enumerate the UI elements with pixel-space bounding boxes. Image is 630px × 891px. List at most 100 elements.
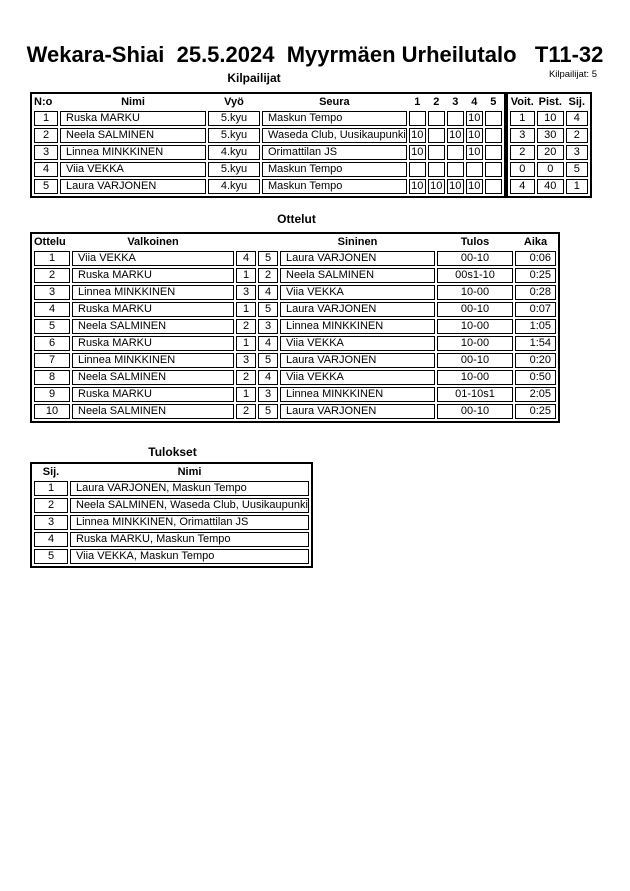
cell-place: 4 [565, 111, 588, 126]
competitors-table: N:o Nimi Vyö Seura 1 2 3 4 5 1 Ruska MAR… [30, 92, 630, 198]
cell-place: 5 [565, 162, 588, 177]
cell-white-name: Linnea MINKKINEN [72, 353, 234, 368]
cell-time: 0:06 [515, 251, 556, 266]
cell-club: Maskun Tempo [262, 162, 407, 177]
cell-blue-no: 2 [258, 268, 278, 283]
cell-white-no: 2 [236, 404, 256, 419]
cell-place: 2 [565, 128, 588, 143]
cell-no: 1 [34, 111, 58, 126]
col-header-wins: Voit. [510, 96, 534, 108]
cell-score-4 [465, 162, 483, 177]
table-row: 5 Viia VEKKA, Maskun Tempo [34, 549, 309, 564]
cell-blue-no: 5 [258, 353, 278, 368]
cell-match-no: 1 [34, 251, 70, 266]
cell-score-5 [484, 128, 502, 143]
cell-points: 0 [536, 162, 564, 177]
cell-score-1 [408, 162, 426, 177]
cell-match-no: 10 [34, 404, 70, 419]
col-header-round-1: 1 [414, 96, 421, 108]
cell-score-3 [446, 111, 464, 126]
col-header-round-3: 3 [452, 96, 459, 108]
page-title: Wekara-Shiai 25.5.2024 Myyrmäen Urheilut… [26, 42, 604, 67]
cell-name: Linnea MINKKINEN, Orimattilan JS [70, 515, 309, 530]
cell-white-no: 1 [236, 336, 256, 351]
col-header-white: Valkoinen [127, 236, 179, 248]
competitors-summary-table: Voit. Pist. Sij. 1 10 4 3 30 2 2 20 3 0 [505, 92, 592, 198]
col-header-white-no [236, 236, 256, 249]
table-row: 2 Neela SALMINEN 5.kyu Waseda Club, Uusi… [34, 128, 502, 143]
cell-match-no: 7 [34, 353, 70, 368]
cell-score-1: 10 [408, 128, 426, 143]
cell-belt: 5.kyu [208, 111, 260, 126]
cell-match-no: 2 [34, 268, 70, 283]
cell-match-no: 8 [34, 370, 70, 385]
cell-club: Maskun Tempo [262, 179, 407, 194]
col-header-name: Nimi [121, 96, 145, 108]
cell-score-4: 10 [465, 111, 483, 126]
cell-wins: 4 [509, 179, 535, 194]
cell-belt: 4.kyu [208, 179, 260, 194]
cell-name: Ruska MARKU, Maskun Tempo [70, 532, 309, 547]
cell-name: Laura VARJONEN [60, 179, 206, 194]
cell-name: Viia VEKKA, Maskun Tempo [70, 549, 309, 564]
cell-club: Waseda Club, Uusikaupunki [262, 128, 407, 143]
cell-place: 1 [34, 481, 68, 496]
cell-blue-name: Laura VARJONEN [280, 404, 435, 419]
cell-blue-name: Viia VEKKA [280, 370, 435, 385]
cell-result: 00-10 [437, 251, 513, 266]
cell-no: 5 [34, 179, 58, 194]
cell-result: 10-00 [437, 336, 513, 351]
table-row: 7 Linnea MINKKINEN 3 5 Laura VARJONEN 00… [34, 353, 556, 368]
cell-white-name: Neela SALMINEN [72, 370, 234, 385]
cell-result: 10-00 [437, 285, 513, 300]
table-row: 1 Laura VARJONEN, Maskun Tempo [34, 481, 309, 496]
table-row: 4 Ruska MARKU, Maskun Tempo [34, 532, 309, 547]
cell-score-3: 10 [446, 128, 464, 143]
table-row: 3 Linnea MINKKINEN 4.kyu Orimattilan JS … [34, 145, 502, 160]
results-main-table: Sij. Nimi 1 Laura VARJONEN, Maskun Tempo… [30, 462, 313, 568]
cell-result: 00s1-10 [437, 268, 513, 283]
cell-place: 3 [34, 515, 68, 530]
cell-time: 1:05 [515, 319, 556, 334]
col-header-place: Sij. [42, 466, 60, 478]
cell-match-no: 4 [34, 302, 70, 317]
competitors-section-title: Kilpailijat [227, 71, 281, 85]
competitors-count-label: Kilpailijat: 5 [548, 69, 597, 80]
cell-blue-name: Laura VARJONEN [280, 251, 435, 266]
cell-blue-name: Linnea MINKKINEN [280, 319, 435, 334]
cell-no: 2 [34, 128, 58, 143]
col-header-round-5: 5 [490, 96, 497, 108]
table-row: 8 Neela SALMINEN 2 4 Viia VEKKA 10-00 0:… [34, 370, 556, 385]
cell-score-2 [427, 162, 445, 177]
cell-white-name: Viia VEKKA [72, 251, 234, 266]
competitors-main-table: N:o Nimi Vyö Seura 1 2 3 4 5 1 Ruska MAR… [30, 92, 506, 198]
table-row: 5 Neela SALMINEN 2 3 Linnea MINKKINEN 10… [34, 319, 556, 334]
cell-name: Linnea MINKKINEN [60, 145, 206, 160]
cell-white-name: Ruska MARKU [72, 387, 234, 402]
cell-no: 4 [34, 162, 58, 177]
table-row: 4 40 1 [509, 179, 588, 194]
col-header-name: Nimi [177, 466, 202, 478]
cell-white-name: Linnea MINKKINEN [72, 285, 234, 300]
col-header-blue-no [258, 236, 278, 249]
cell-wins: 2 [509, 145, 535, 160]
cell-match-no: 5 [34, 319, 70, 334]
cell-score-2 [427, 145, 445, 160]
cell-white-no: 1 [236, 302, 256, 317]
col-header-place: Sij. [568, 96, 586, 108]
table-row: 3 30 2 [509, 128, 588, 143]
cell-name: Laura VARJONEN, Maskun Tempo [70, 481, 309, 496]
cell-belt: 4.kyu [208, 145, 260, 160]
matches-main-table: Ottelu Valkoinen Sininen Tulos Aika 1 Vi… [30, 232, 560, 423]
cell-white-no: 1 [236, 268, 256, 283]
table-row: 4 Viia VEKKA 5.kyu Maskun Tempo [34, 162, 502, 177]
cell-score-4: 10 [465, 128, 483, 143]
col-header-match: Ottelu [34, 236, 66, 248]
results-section-title: Tulokset [148, 445, 197, 459]
cell-score-2 [427, 128, 445, 143]
table-row: 2 Neela SALMINEN, Waseda Club, Uusikaupu… [34, 498, 309, 513]
cell-blue-name: Neela SALMINEN [280, 268, 435, 283]
cell-place: 3 [565, 145, 588, 160]
cell-blue-name: Laura VARJONEN [280, 302, 435, 317]
cell-result: 00-10 [437, 353, 513, 368]
